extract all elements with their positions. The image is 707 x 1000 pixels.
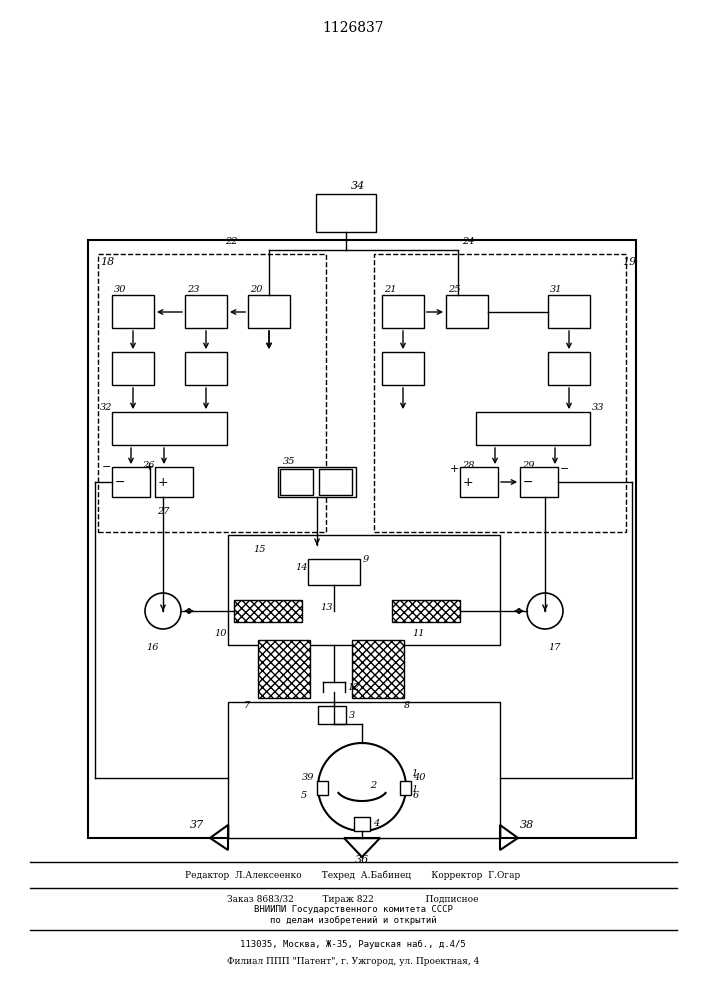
Bar <box>234 600 302 622</box>
Bar <box>548 352 590 385</box>
Bar <box>185 295 227 328</box>
Text: 26: 26 <box>142 462 155 471</box>
Text: Заказ 8683/32          Тираж 822                  Подписное: Заказ 8683/32 Тираж 822 Подписное <box>227 896 479 904</box>
Bar <box>476 412 590 445</box>
Text: +: + <box>450 464 460 474</box>
Text: 13: 13 <box>320 602 332 611</box>
Bar <box>98 254 326 532</box>
Text: 6: 6 <box>413 792 419 800</box>
Bar <box>548 295 590 328</box>
Text: 38: 38 <box>520 820 534 830</box>
Text: 14: 14 <box>295 564 308 572</box>
Text: 10: 10 <box>214 629 226 638</box>
Text: 36: 36 <box>355 855 369 865</box>
Text: 15: 15 <box>253 546 266 554</box>
Bar <box>319 469 352 495</box>
Text: 16: 16 <box>146 644 158 652</box>
Text: −: − <box>102 462 112 472</box>
Text: 37: 37 <box>190 820 204 830</box>
Bar <box>112 352 154 385</box>
Bar <box>318 706 346 724</box>
Bar <box>400 781 411 795</box>
Circle shape <box>145 593 181 629</box>
Text: −: − <box>522 476 533 488</box>
Text: 35: 35 <box>283 458 296 466</box>
Bar <box>520 467 558 497</box>
Text: 5: 5 <box>301 792 308 800</box>
Text: 25: 25 <box>448 284 460 294</box>
Text: ВНИИПИ Государственного комитета СССР: ВНИИПИ Государственного комитета СССР <box>254 906 452 914</box>
Text: 34: 34 <box>351 181 365 191</box>
Text: 1126837: 1126837 <box>322 21 384 35</box>
Text: +: + <box>462 476 473 488</box>
Text: +: + <box>158 476 168 488</box>
Bar <box>228 535 500 645</box>
Bar <box>248 295 290 328</box>
Text: 22: 22 <box>225 237 238 246</box>
Bar <box>392 600 460 622</box>
Bar <box>317 781 328 795</box>
Text: 18: 18 <box>100 257 115 267</box>
Text: 39: 39 <box>302 774 315 782</box>
Bar <box>308 559 360 585</box>
Bar <box>88 240 636 838</box>
Text: 23: 23 <box>187 284 199 294</box>
Bar <box>258 640 310 698</box>
Text: 32: 32 <box>100 402 112 412</box>
Text: 40: 40 <box>413 774 426 782</box>
Text: +: + <box>145 462 154 472</box>
Text: 3: 3 <box>349 710 355 720</box>
Text: 2: 2 <box>370 782 376 790</box>
Bar <box>112 295 154 328</box>
Text: 1: 1 <box>411 784 417 794</box>
Text: 19: 19 <box>622 257 636 267</box>
Text: 27: 27 <box>157 506 170 516</box>
Bar <box>352 640 404 698</box>
Text: 12: 12 <box>347 684 359 692</box>
Text: 4: 4 <box>373 820 379 828</box>
Bar <box>460 467 498 497</box>
Text: 7: 7 <box>244 702 250 710</box>
Text: 8: 8 <box>404 702 410 710</box>
Text: по делам изобретений и открытий: по делам изобретений и открытий <box>269 915 436 925</box>
Text: 28: 28 <box>462 462 474 471</box>
Bar <box>382 295 424 328</box>
Bar <box>112 412 227 445</box>
Bar <box>112 467 150 497</box>
Text: 30: 30 <box>114 284 127 294</box>
Bar <box>155 467 193 497</box>
Bar <box>280 469 313 495</box>
Bar <box>228 702 500 838</box>
Text: −: − <box>560 464 569 474</box>
Text: 33: 33 <box>592 402 604 412</box>
Bar <box>354 817 370 831</box>
Circle shape <box>527 593 563 629</box>
Bar <box>446 295 488 328</box>
Circle shape <box>318 743 406 831</box>
Text: 24: 24 <box>462 237 474 246</box>
Text: 31: 31 <box>550 284 563 294</box>
Bar <box>374 254 626 532</box>
Text: 1: 1 <box>411 770 417 778</box>
Text: Филиал ППП "Патент", г. Ужгород, ул. Проектная, 4: Филиал ППП "Патент", г. Ужгород, ул. Про… <box>227 958 479 966</box>
Text: 21: 21 <box>384 284 397 294</box>
Text: 17: 17 <box>548 644 561 652</box>
Text: −: − <box>115 476 125 488</box>
Text: 11: 11 <box>412 629 424 638</box>
Bar <box>316 194 376 232</box>
Text: 113035, Москва, Ж-35, Раушская наб., д.4/5: 113035, Москва, Ж-35, Раушская наб., д.4… <box>240 939 466 949</box>
Bar <box>278 467 356 497</box>
Text: 9: 9 <box>363 554 369 564</box>
Text: 29: 29 <box>522 462 534 471</box>
Text: 20: 20 <box>250 284 262 294</box>
Text: Редактор  Л.Алексеенко       Техред  А.Бабинец       Корректор  Г.Огар: Редактор Л.Алексеенко Техред А.Бабинец К… <box>185 870 520 880</box>
Bar <box>185 352 227 385</box>
Bar <box>382 352 424 385</box>
